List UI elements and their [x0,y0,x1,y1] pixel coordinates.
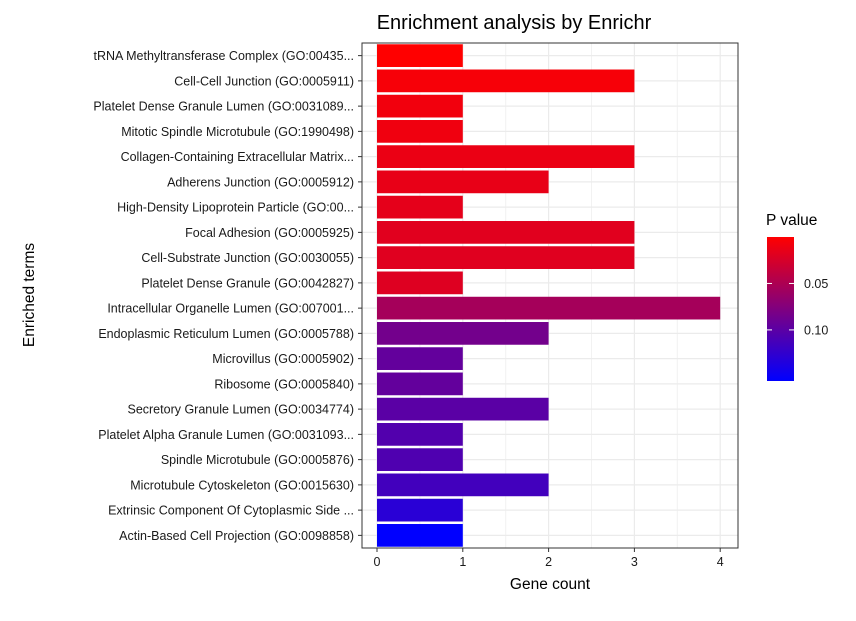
category-label: Focal Adhesion (GO:0005925) [185,226,354,240]
category-label: Adherens Junction (GO:0005912) [167,175,354,189]
category-label: Platelet Dense Granule Lumen (GO:0031089… [93,100,354,114]
category-labels: tRNA Methyltransferase Complex (GO:00435… [93,49,362,543]
x-tick-label: 3 [631,555,638,569]
category-label: Extrinsic Component Of Cytoplasmic Side … [108,504,354,518]
category-label: Endoplasmic Reticulum Lumen (GO:0005788) [98,327,354,341]
category-label: Cell-Substrate Junction (GO:0030055) [141,251,354,265]
legend-colorbar [767,237,794,381]
bar [377,397,549,421]
category-label: Collagen-Containing Extracellular Matrix… [121,150,354,164]
category-label: Microtubule Cytoskeleton (GO:0015630) [130,478,354,492]
bar [377,448,463,471]
y-axis-title: Enriched terms [21,243,38,347]
category-label: Ribosome (GO:0005840) [214,377,354,391]
bar [377,120,463,143]
category-label: Spindle Microtubule (GO:0005876) [161,453,354,467]
category-label: Intracellular Organelle Lumen (GO:007001… [107,302,354,316]
category-label: tRNA Methyltransferase Complex (GO:00435… [93,49,354,63]
bar [377,473,549,497]
bar [377,271,463,295]
category-label: Secretory Granule Lumen (GO:0034774) [127,403,354,417]
bar [377,195,463,219]
category-label: Cell-Cell Junction (GO:0005911) [174,74,354,88]
bar [377,145,635,168]
chart-title: Enrichment analysis by Enrichr [377,12,652,34]
bar [377,347,463,370]
bar [377,296,721,320]
plot-panel [361,42,739,549]
bar [377,170,549,194]
panel-border [361,42,739,549]
legend-tick-label: 0.10 [804,323,828,337]
bar [377,94,463,118]
bar [377,372,463,396]
category-label: Mitotic Spindle Microtubule (GO:1990498) [121,125,354,139]
bar [377,322,549,345]
bar [377,524,463,547]
category-label: Microvillus (GO:0005902) [212,352,354,366]
category-label: High-Density Lipoprotein Particle (GO:00… [117,201,354,215]
x-tick-label: 0 [374,555,381,569]
bar [377,69,635,93]
bar [377,246,635,269]
legend: P value 0.05 0.10 [766,212,828,381]
x-tick-label: 2 [545,555,552,569]
legend-ticks: 0.05 0.10 [767,277,828,337]
bar [377,44,463,67]
category-label: Platelet Dense Granule (GO:0042827) [141,276,354,290]
legend-tick-label: 0.05 [804,277,828,291]
x-tick-label: 4 [717,555,724,569]
legend-title: P value [766,212,817,229]
category-label: Platelet Alpha Granule Lumen (GO:0031093… [98,428,354,442]
bar [377,423,463,446]
x-axis: 0 1 2 3 4 [374,548,724,569]
x-tick-label: 1 [459,555,466,569]
category-label: Actin-Based Cell Projection (GO:0098858) [119,529,354,543]
bar [377,498,463,522]
x-axis-title: Gene count [510,576,591,593]
bar [377,221,635,244]
